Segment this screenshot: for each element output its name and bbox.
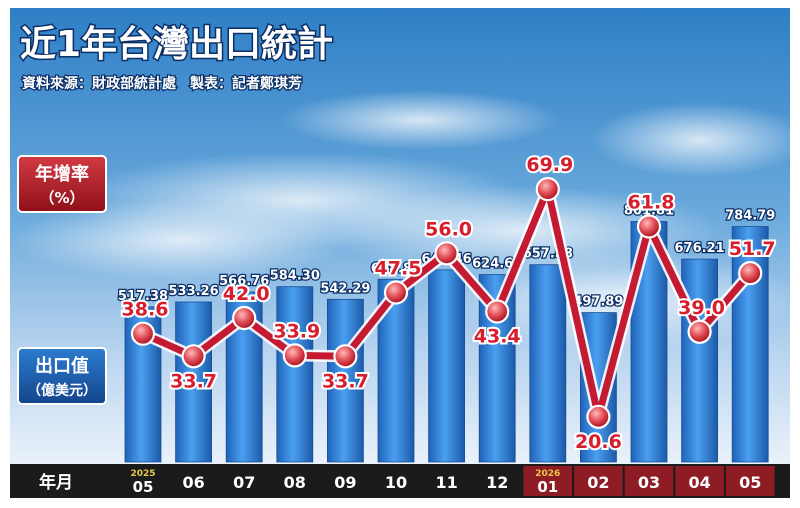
export-bar	[428, 269, 466, 463]
x-axis-tick-label: 05	[133, 478, 154, 496]
export-value-label: 676.21	[675, 241, 725, 256]
x-axis-tick-label: 02	[587, 473, 609, 492]
rate-marker	[434, 241, 459, 266]
rate-marker	[636, 214, 662, 239]
x-axis-label: 年月	[39, 472, 73, 493]
rate-badge-unit: （%）	[39, 189, 84, 207]
x-axis-cell	[422, 466, 471, 496]
x-axis-tick-label: 07	[233, 473, 255, 492]
rate-marker	[232, 305, 257, 331]
x-axis-tick-label: 12	[486, 473, 508, 492]
x-axis-cell	[219, 466, 269, 496]
export-bar	[276, 286, 314, 463]
x-axis-year-label: 2025	[130, 469, 155, 479]
rate-badge-title: 年增率	[35, 163, 89, 185]
x-axis-year-label: 2026	[535, 469, 560, 479]
source-note: 資料來源：財政部統計處 製表：記者鄭琪芳	[22, 75, 302, 92]
x-axis-cell	[472, 466, 522, 496]
x-axis-cell	[725, 466, 775, 496]
rate-badge: 年增率 （%）	[17, 155, 107, 213]
rate-value-label: 61.8	[628, 192, 675, 214]
export-value-label: 517.38	[118, 289, 168, 304]
rate-value-label: 47.5	[375, 258, 422, 280]
x-axis-cell	[675, 466, 724, 496]
export-badge-title: 出口值	[35, 355, 89, 377]
rate-marker	[130, 321, 156, 346]
rate-marker	[383, 280, 409, 305]
rate-marker	[282, 343, 307, 368]
rate-value-label: 33.9	[273, 320, 320, 342]
x-axis-tick-label: 06	[182, 473, 204, 492]
rate-marker	[687, 319, 712, 344]
export-value-label: 497.89	[573, 295, 623, 310]
rate-value-label: 56.0	[425, 218, 472, 240]
export-bar	[681, 258, 718, 463]
export-bar	[529, 264, 567, 463]
rate-value-label: 20.6	[575, 431, 622, 453]
export-value-label: 542.29	[320, 281, 370, 296]
x-axis-tick-label: 04	[688, 473, 710, 492]
x-axis-tick-label: 01	[537, 478, 558, 496]
x-axis-tick-label: 05	[739, 473, 761, 492]
x-axis-cell	[371, 466, 421, 496]
x-axis-tick-label: 09	[334, 473, 356, 492]
export-value-label: 784.79	[725, 209, 775, 224]
rate-value-label: 38.6	[122, 299, 169, 321]
rate-marker	[738, 261, 763, 286]
x-axis-cell	[321, 466, 370, 496]
bar-series: 517.38533.26566.76584.30542.29608.89640.…	[117, 202, 777, 463]
x-axis-cell	[574, 466, 623, 496]
x-axis-tick-label: 03	[638, 473, 660, 492]
x-axis-cell	[270, 466, 320, 496]
export-value-label: 801.81	[624, 204, 674, 219]
export-value-label: 533.26	[169, 284, 219, 299]
rate-marker	[535, 177, 560, 202]
export-value-label: 566.76	[219, 274, 269, 289]
x-axis-cell	[169, 466, 218, 496]
x-axis-cell	[624, 466, 674, 496]
chart-title: 近1年台灣出口統計	[20, 24, 333, 65]
rate-value-label: 42.0	[223, 283, 270, 305]
rate-value-label: 33.7	[170, 370, 217, 392]
rate-series: 38.6 33.7 42.033.9 33.7 47.556.0 43.4 69.9 20.6…	[120, 152, 778, 455]
rate-value-label: 43.4	[474, 326, 521, 348]
rate-marker	[181, 344, 206, 369]
rate-marker	[485, 299, 510, 324]
x-axis-tick-label: 10	[385, 473, 407, 492]
rate-value-label: 39.0	[678, 297, 725, 319]
x-axis-tick-label: 08	[284, 473, 306, 492]
rate-marker	[333, 344, 358, 369]
export-bar	[175, 301, 213, 463]
x-axis-cell	[118, 466, 168, 496]
rate-value-label: 33.7	[322, 370, 369, 392]
x-axis-cell	[523, 466, 573, 496]
export-value-label: 608.89	[371, 261, 421, 276]
export-badge: 出口值 （億美元）	[17, 347, 107, 405]
rate-value-label: 51.7	[729, 238, 776, 260]
x-axis-tick-label: 11	[435, 473, 457, 492]
export-value-label: 584.30	[270, 269, 320, 284]
rate-value-label: 69.9	[526, 154, 573, 176]
export-bar	[326, 298, 364, 463]
export-badge-unit: （億美元）	[27, 382, 97, 399]
rate-marker	[586, 404, 611, 429]
